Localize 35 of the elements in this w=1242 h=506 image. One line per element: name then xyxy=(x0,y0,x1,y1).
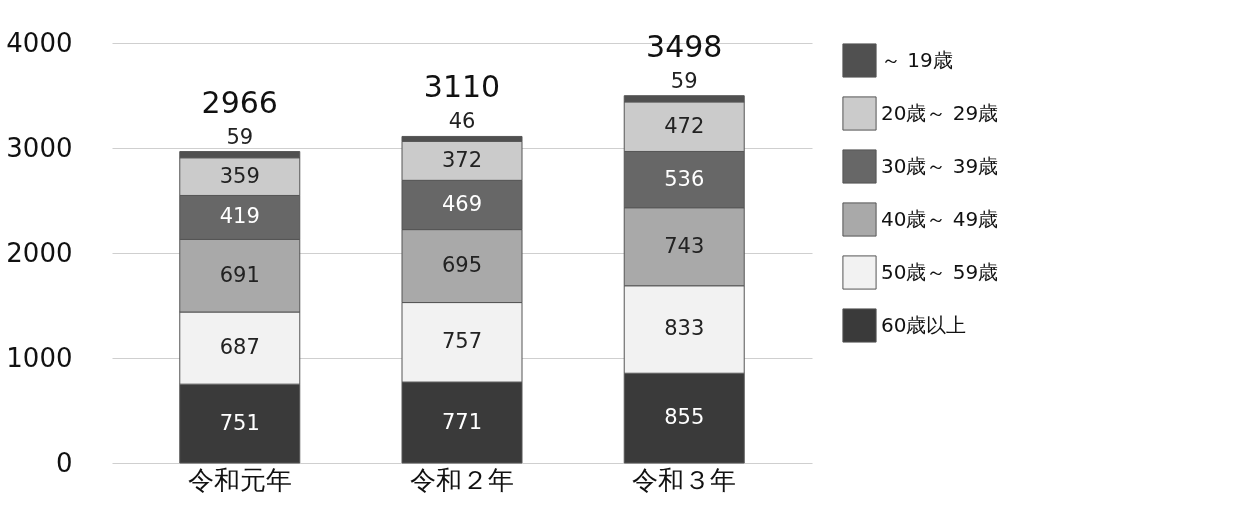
y-tick-label: 4000 xyxy=(6,27,73,58)
x-tick-label: 令和２年 xyxy=(410,464,514,495)
data-label: 59 xyxy=(670,68,698,93)
data-label: 536 xyxy=(664,166,705,191)
data-label: 691 xyxy=(219,262,260,287)
data-label: 743 xyxy=(664,233,705,258)
legend-label: 40歳～ 49歳 xyxy=(881,206,999,231)
y-tick-label: 3000 xyxy=(6,132,73,163)
legend-label: 30歳～ 39歳 xyxy=(881,153,999,178)
x-tick-label: 令和元年 xyxy=(187,464,292,495)
data-label: 833 xyxy=(664,316,705,341)
y-tick-label: 1000 xyxy=(6,342,73,373)
total-label: 3498 xyxy=(646,28,723,64)
x-tick-label: 令和３年 xyxy=(632,464,737,495)
data-label: 359 xyxy=(219,163,260,188)
data-label: 372 xyxy=(441,147,483,172)
data-label: 687 xyxy=(219,335,260,360)
data-label: 46 xyxy=(448,109,476,134)
legend-label: ～ 19歳 xyxy=(881,47,953,72)
legend-label: 60歳以上 xyxy=(881,312,967,337)
data-label: 695 xyxy=(441,253,483,278)
total-label: 2966 xyxy=(201,84,278,120)
data-label: 419 xyxy=(219,204,260,229)
data-label: 771 xyxy=(441,409,483,434)
legend-label: 20歳～ 29歳 xyxy=(881,100,999,125)
total-label: 3110 xyxy=(423,69,501,105)
y-tick-label: 0 xyxy=(55,447,73,478)
data-label: 472 xyxy=(664,113,705,138)
data-label: 469 xyxy=(441,191,483,216)
data-label: 855 xyxy=(664,405,705,430)
data-label: 757 xyxy=(441,329,483,354)
y-tick-label: 2000 xyxy=(6,237,73,268)
legend-label: 50歳～ 59歳 xyxy=(881,259,999,284)
data-label: 59 xyxy=(226,124,254,149)
data-label: 751 xyxy=(219,410,260,435)
